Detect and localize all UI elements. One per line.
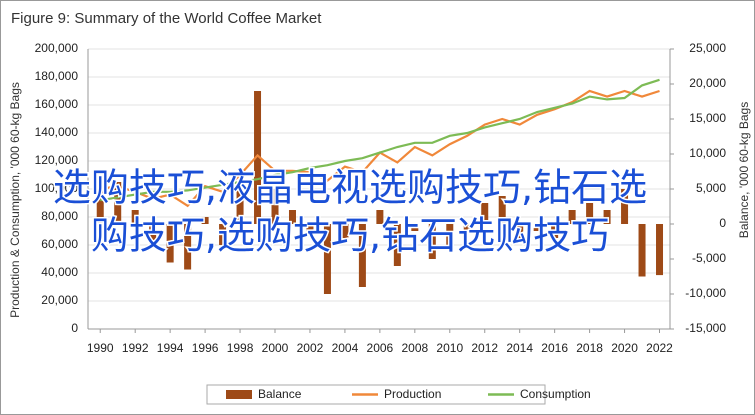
y2-tick-label: 25,000 xyxy=(689,41,726,55)
y-tick-label: 60,000 xyxy=(41,237,78,251)
y-axis-title: Production & Consumption, '000 60-kg Bag… xyxy=(8,82,22,318)
plot: 0 20,000 40,000 60,000 80,000 100,000 120,000 1… xyxy=(35,41,727,401)
x-tick-label: 2016 xyxy=(541,341,568,355)
bar xyxy=(463,224,471,231)
x-tick-label: 1994 xyxy=(157,341,184,355)
bar xyxy=(516,224,524,238)
x-tick-label: 1992 xyxy=(122,341,149,355)
x-tick-label: 1996 xyxy=(192,341,219,355)
y-tick-label: 200,000 xyxy=(35,41,79,55)
y2-tick-label: 15,000 xyxy=(689,111,726,125)
bar xyxy=(341,224,349,238)
bar xyxy=(551,224,559,238)
bar xyxy=(568,210,576,224)
bar xyxy=(114,182,122,224)
bar xyxy=(184,224,192,270)
bar xyxy=(498,196,506,224)
bar xyxy=(323,224,331,294)
y2-tick-label: -10,000 xyxy=(685,286,726,300)
bar xyxy=(166,224,174,263)
y2-tick-label: 0 xyxy=(719,216,726,230)
overlay-text: 选购技巧,液晶电视选购技巧,钻石选 xyxy=(53,166,647,210)
bar xyxy=(131,210,139,224)
y-tick-label: 160,000 xyxy=(35,97,79,111)
y-tick-label: 40,000 xyxy=(41,265,78,279)
bar xyxy=(306,224,314,231)
chart-title: Figure 9: Summary of the World Coffee Ma… xyxy=(11,10,322,27)
x-tick-label: 2000 xyxy=(262,341,289,355)
x-tick-label: 2014 xyxy=(506,341,533,355)
x-tick-label: 2022 xyxy=(646,341,673,355)
bar xyxy=(201,217,209,224)
x-tick-label: 2004 xyxy=(332,341,359,355)
y-tick-label: 100,000 xyxy=(35,181,79,195)
y-tick-label: 140,000 xyxy=(35,125,79,139)
legend-label: Balance xyxy=(258,387,302,401)
y2-tick-label: 20,000 xyxy=(689,76,726,90)
y2-tick-label: 5,000 xyxy=(696,181,726,195)
bar xyxy=(533,224,541,231)
bar xyxy=(149,224,157,245)
bar xyxy=(254,91,262,224)
y2-tick-label: -5,000 xyxy=(692,251,726,265)
bar xyxy=(603,210,611,224)
x-tick-label: 2008 xyxy=(401,341,428,355)
y-tick-label: 20,000 xyxy=(41,293,78,307)
line xyxy=(100,78,660,202)
bar xyxy=(219,224,227,245)
overlay-text: 购技巧,选购技巧,钻石选购技巧 xyxy=(91,214,609,258)
y-tick-label: 80,000 xyxy=(41,209,78,223)
bar xyxy=(393,224,401,266)
y2-axis-title: Balance, '000 60-kg Bags xyxy=(737,102,751,238)
legend-box xyxy=(206,384,546,405)
y2-tick-label: 10,000 xyxy=(689,146,726,160)
bar xyxy=(358,224,366,287)
bar xyxy=(376,210,384,224)
bar xyxy=(96,189,104,224)
x-tick-label: 1990 xyxy=(87,341,114,355)
x-tick-label: 2020 xyxy=(611,341,638,355)
bar xyxy=(271,189,279,224)
x-tick-label: 1998 xyxy=(227,341,254,355)
bar xyxy=(236,189,244,224)
x-tick-label: 2012 xyxy=(471,341,498,355)
bar xyxy=(656,224,664,276)
bar xyxy=(411,224,419,231)
y-tick-label: 120,000 xyxy=(35,153,79,167)
y2-tick-label: -15,000 xyxy=(685,321,726,335)
bar xyxy=(586,203,594,224)
y-tick-label: 180,000 xyxy=(35,69,79,83)
x-tick-label: 2018 xyxy=(576,341,603,355)
bar xyxy=(288,210,296,224)
y-tick-label: 0 xyxy=(71,321,78,335)
legend-swatch xyxy=(226,390,252,399)
bar xyxy=(638,224,646,277)
legend-label: Production xyxy=(384,387,441,401)
bar xyxy=(481,203,489,224)
legend-label: Consumption xyxy=(520,387,591,401)
bar xyxy=(428,224,436,259)
bar xyxy=(446,224,454,245)
x-tick-label: 2002 xyxy=(297,341,324,355)
x-tick-label: 2010 xyxy=(436,341,463,355)
x-tick-label: 2006 xyxy=(367,341,394,355)
bar xyxy=(621,189,629,224)
